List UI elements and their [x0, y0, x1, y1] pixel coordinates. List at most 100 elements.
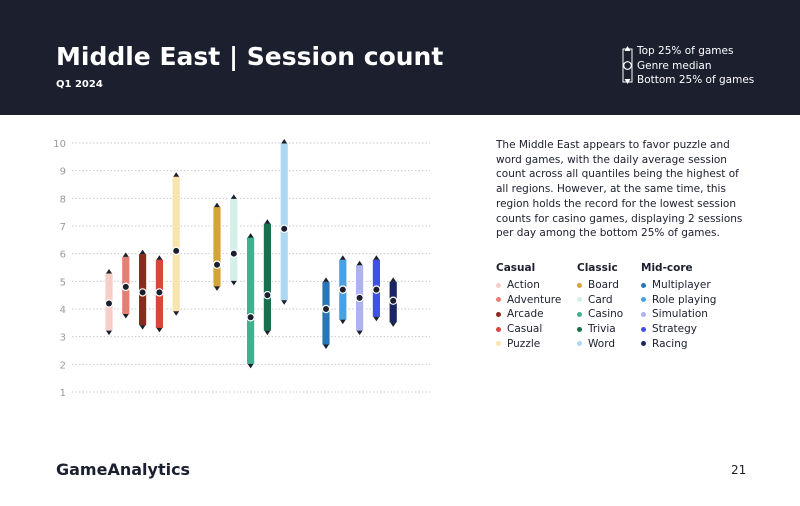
legend-swatch — [641, 311, 646, 317]
legend-swatch — [577, 282, 582, 288]
legend-item-multiplayer: Multiplayer — [641, 278, 741, 293]
legend-item-trivia: Trivia — [577, 322, 677, 337]
range-bar-board — [212, 202, 222, 291]
y-tick-label: 3 — [60, 333, 66, 344]
legend-item-label: Simulation — [652, 308, 708, 321]
legend-item-label: Action — [507, 279, 540, 292]
range-bar-role-playing — [338, 255, 348, 325]
range-bar-action — [104, 269, 114, 336]
median-point-multiplayer — [321, 304, 331, 314]
range-rect-word — [279, 142, 289, 302]
legend-item-label: Role playing — [652, 293, 717, 306]
y-tick-label: 2 — [60, 360, 66, 371]
median-point-word — [280, 224, 289, 233]
range-bar-card — [229, 194, 239, 286]
legend-swatch — [496, 326, 501, 332]
median-point-trivia — [263, 290, 272, 300]
bottom-quartile-marker-trivia — [264, 330, 271, 336]
legend-item-label: Word — [588, 337, 615, 350]
y-tick-label: 5 — [60, 277, 66, 288]
bottom-quartile-marker-action — [106, 330, 112, 336]
bottom-quartile-marker-word — [281, 300, 288, 305]
bottom-quartile-marker-casual — [156, 327, 163, 333]
range-bar-adventure — [121, 252, 131, 319]
range-bar-trivia — [262, 219, 272, 336]
chart-description: The Middle East appears to favor puzzle … — [496, 139, 743, 240]
legend-swatch — [577, 297, 582, 303]
quantile-legend-icon — [622, 46, 633, 84]
range-rect-puzzle — [171, 175, 181, 313]
legend-group-title: Classic — [577, 262, 618, 274]
range-bar-casino — [246, 233, 256, 369]
median-point-arcade — [138, 288, 147, 297]
legend-item-casual: Casual — [496, 322, 596, 337]
median-point-card — [229, 249, 238, 258]
header-banner: Middle East | Session count Q1 2024 Top … — [0, 0, 800, 115]
y-tick-label: 9 — [60, 167, 66, 178]
range-rect-casino — [246, 236, 256, 365]
range-rect-trivia — [262, 222, 272, 332]
legend-swatch — [641, 282, 646, 288]
legend-group-title: Mid-core — [641, 262, 693, 274]
legend-swatch — [496, 311, 501, 317]
legend-group-classic: Classic Board Card Casino Trivia Word — [577, 262, 677, 351]
bottom-quartile-marker-multiplayer — [323, 344, 329, 349]
legend-item-action: Action — [496, 278, 596, 293]
legend-item-word: Word — [577, 336, 677, 351]
legend-item-adventure: Adventure — [496, 293, 596, 308]
legend-item-label: Strategy — [652, 323, 697, 336]
top-quartile-marker-casual — [156, 255, 163, 260]
median-point-adventure — [121, 282, 131, 292]
median-point-board — [212, 260, 222, 269]
legend-swatch — [577, 326, 582, 332]
bottom-quartile-marker-strategy — [373, 316, 380, 322]
median-point-casual — [155, 288, 164, 297]
legend-item-casino: Casino — [577, 307, 677, 322]
legend-swatch — [577, 341, 582, 347]
gameanalytics-logo: GameAnalytics — [56, 460, 191, 479]
median-point-role-playing — [338, 285, 347, 294]
legend-swatch — [641, 297, 646, 303]
median-point-strategy — [372, 285, 381, 294]
legend-item-puzzle: Puzzle — [496, 336, 596, 351]
median-point-action — [104, 299, 114, 308]
legend-item-role-playing: Role playing — [641, 293, 741, 308]
range-bar-multiplayer — [321, 277, 331, 349]
top-quartile-marker-multiplayer — [323, 277, 329, 282]
page-subtitle: Q1 2024 — [56, 79, 103, 90]
legend-swatch — [641, 326, 646, 332]
legend-group-mid-core: Mid-core Multiplayer Role playing Simulatio… — [641, 262, 741, 351]
legend-swatch — [641, 341, 646, 347]
legend-top-label: Top 25% of games — [637, 45, 734, 57]
y-tick-label: 1 — [60, 388, 66, 399]
legend-group-casual: Casual Action Adventure Arcade Casual Puzzle — [496, 262, 596, 351]
y-tick-label: 4 — [60, 305, 66, 316]
range-bar-puzzle — [171, 172, 181, 316]
top-quartile-marker-adventure — [122, 252, 129, 257]
legend-item-label: Multiplayer — [652, 279, 711, 292]
legend-item-label: Trivia — [588, 323, 616, 336]
bottom-quartile-marker-adventure — [122, 314, 129, 319]
y-tick-label: 8 — [60, 194, 66, 205]
median-point-racing — [389, 296, 398, 305]
range-bar-arcade — [138, 249, 148, 330]
top-quartile-marker-action — [106, 269, 112, 274]
top-quartile-marker-board — [214, 202, 220, 208]
top-quartile-marker-role-playing — [339, 255, 346, 260]
legend-item-simulation: Simulation — [641, 307, 741, 322]
range-rect-board — [212, 206, 222, 288]
y-tick-label: 10 — [53, 139, 66, 150]
page-number: 21 — [731, 463, 747, 477]
median-point-puzzle — [171, 246, 181, 256]
chart-marks — [104, 139, 398, 369]
legend-bottom-label: Bottom 25% of games — [637, 74, 755, 86]
legend-item-arcade: Arcade — [496, 307, 596, 322]
bottom-quartile-marker-board — [214, 286, 220, 291]
top-quartile-marker-puzzle — [173, 172, 180, 177]
range-rect-card — [229, 197, 239, 282]
bottom-quartile-marker-simulation — [356, 330, 363, 336]
top-quartile-marker-arcade — [139, 249, 146, 255]
page-title: Middle East | Session count — [56, 42, 444, 71]
top-quartile-marker-strategy — [373, 255, 380, 260]
legend-item-strategy: Strategy — [641, 322, 741, 337]
